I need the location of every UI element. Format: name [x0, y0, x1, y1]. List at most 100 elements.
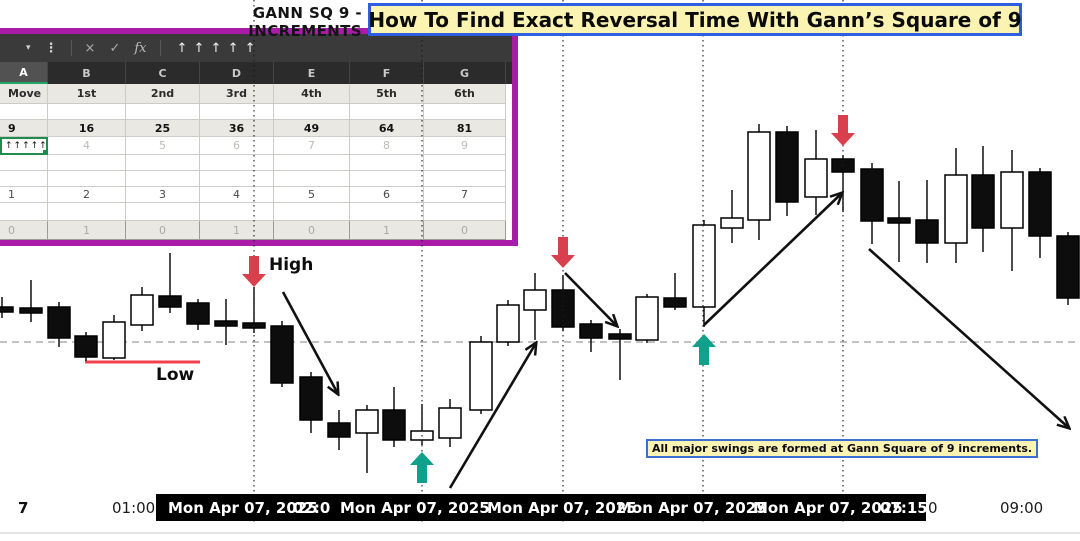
sheet-cell-C4[interactable]: 5 [126, 137, 200, 155]
sheet-cell-E8[interactable] [274, 203, 350, 221]
sheet-cell-F6[interactable] [350, 171, 424, 187]
sheet-cell-F1[interactable]: 5th [350, 84, 424, 104]
sheet-cell-F7[interactable]: 6 [350, 187, 424, 203]
sheet-cell-F2[interactable] [350, 104, 424, 120]
column-header-G[interactable]: G [424, 62, 506, 84]
candle-body [720, 217, 744, 229]
sheet-cell-B1[interactable]: 1st [48, 84, 126, 104]
high-label: High [269, 255, 314, 275]
sheet-cell-C3[interactable]: 25 [126, 120, 200, 137]
sheet-cell-A4[interactable]: ↑↑↑↑↑ [0, 137, 48, 155]
red-down-arrow [551, 237, 575, 268]
axis-date-label: Mon Apr 07, 2025 [168, 499, 318, 517]
sheet-cell-E7[interactable]: 5 [274, 187, 350, 203]
sheet-cell-A6[interactable] [0, 171, 48, 187]
teal-up-arrow [410, 452, 434, 483]
sheet-cell-C5[interactable] [126, 155, 200, 171]
formula-bar-input[interactable]: ↑ ↑ ↑ ↑ ↑ [176, 40, 257, 56]
sheet-cell-G3[interactable]: 81 [424, 120, 506, 137]
axis-date-label: Mon Apr 07, 2025 [753, 499, 903, 517]
sheet-cell-G6[interactable] [424, 171, 506, 187]
sheet-cell-C7[interactable]: 3 [126, 187, 200, 203]
sheet-cell-G1[interactable]: 6th [424, 84, 506, 104]
toolbar-divider [70, 40, 72, 56]
sheet-cell-B5[interactable] [48, 155, 126, 171]
fx-formula-icon: fx [134, 40, 147, 56]
column-header-A[interactable]: A [0, 62, 48, 84]
sheet-cell-B2[interactable] [48, 104, 126, 120]
sheet-cell-A1[interactable]: Move [0, 84, 48, 104]
sheet-cell-D7[interactable]: 4 [200, 187, 274, 203]
sheet-cell-D9[interactable]: 1 [200, 221, 274, 240]
sheet-cell-A9[interactable]: 0 [0, 221, 48, 240]
sheet-cell-B8[interactable] [48, 203, 126, 221]
sheet-cell-E5[interactable] [274, 155, 350, 171]
sheet-cell-E2[interactable] [274, 104, 350, 120]
sheet-cell-B3[interactable]: 16 [48, 120, 126, 137]
selection-fill-handle[interactable] [43, 150, 46, 153]
sheet-cell-C8[interactable] [126, 203, 200, 221]
candle-body [102, 321, 126, 359]
sheet-cell-D6[interactable] [200, 171, 274, 187]
sheet-cell-F3[interactable]: 64 [350, 120, 424, 137]
sheet-cell-A5[interactable] [0, 155, 48, 171]
sheet-cell-E3[interactable]: 49 [274, 120, 350, 137]
cancel-icon[interactable]: × [84, 40, 96, 56]
candle-body [887, 217, 911, 224]
sheet-cell-A7[interactable]: 1 [0, 187, 48, 203]
sheet-cell-F8[interactable] [350, 203, 424, 221]
candle-body [355, 409, 379, 434]
confirm-icon[interactable]: ✓ [109, 40, 121, 56]
sheet-cell-G4[interactable]: 9 [424, 137, 506, 155]
sheet-cell-G7[interactable]: 7 [424, 187, 506, 203]
dropdown-caret-icon[interactable]: ▾ [26, 43, 31, 53]
sheet-cell-A8[interactable] [0, 203, 48, 221]
sheet-cell-D2[interactable] [200, 104, 274, 120]
kebab-menu-icon[interactable]: ⋮ [44, 40, 58, 56]
sheet-cell-F4[interactable]: 8 [350, 137, 424, 155]
sheet-cell-C2[interactable] [126, 104, 200, 120]
sheet-cell-G5[interactable] [424, 155, 506, 171]
sheet-cell-D1[interactable]: 3rd [200, 84, 274, 104]
sheet-cell-B9[interactable]: 1 [48, 221, 126, 240]
sheet-cell-E1[interactable]: 4th [274, 84, 350, 104]
sheet-cell-E9[interactable]: 0 [274, 221, 350, 240]
column-header-B[interactable]: B [48, 62, 126, 84]
sheet-cell-D4[interactable]: 6 [200, 137, 274, 155]
candle-body [1028, 171, 1052, 237]
sheet-cell-A2[interactable] [0, 104, 48, 120]
sheet-row: ↑↑↑↑↑ 4 5 6 7 8 9 [0, 137, 512, 155]
candle-body [608, 333, 632, 340]
candle-body [469, 341, 493, 411]
sheet-cell-F5[interactable] [350, 155, 424, 171]
candle-body [438, 407, 462, 439]
candle-body [214, 320, 238, 327]
sheet-cell-D8[interactable] [200, 203, 274, 221]
sheet-cell-B4[interactable]: 4 [48, 137, 126, 155]
sheet-cell-G9[interactable]: 0 [424, 221, 506, 240]
column-header-E[interactable]: E [274, 62, 350, 84]
sheet-cell-G8[interactable] [424, 203, 506, 221]
column-header-C[interactable]: C [126, 62, 200, 84]
sheet-cell-E4[interactable]: 7 [274, 137, 350, 155]
sheet-cell-B7[interactable]: 2 [48, 187, 126, 203]
sheet-cell-F9[interactable]: 1 [350, 221, 424, 240]
sheet-cell-E6[interactable] [274, 171, 350, 187]
sheet-cell-G2[interactable] [424, 104, 506, 120]
sheet-cell-C1[interactable]: 2nd [126, 84, 200, 104]
sheet-cell-C9[interactable]: 0 [126, 221, 200, 240]
axis-date-label: 02:0 [293, 499, 331, 517]
sheet-cell-C6[interactable] [126, 171, 200, 187]
candle-body [804, 158, 828, 198]
sheet-cell-A3[interactable]: 9 [0, 120, 48, 137]
sheet-cell-B6[interactable] [48, 171, 126, 187]
column-header-F[interactable]: F [350, 62, 424, 84]
sheet-title: GANN SQ 9 - INCREMENTS [248, 4, 362, 40]
sheet-cell-D3[interactable]: 36 [200, 120, 274, 137]
sheet-cell-D5[interactable] [200, 155, 274, 171]
column-header-D[interactable]: D [200, 62, 274, 84]
